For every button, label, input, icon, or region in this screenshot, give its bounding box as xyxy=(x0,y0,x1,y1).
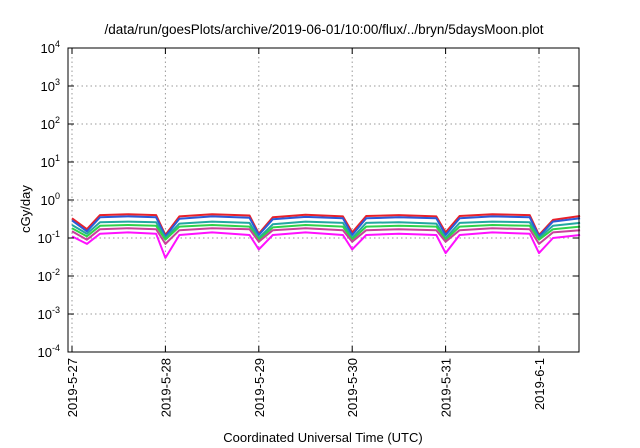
x-axis-ticks: 2019-5-27 2019-5-28 2019-5-29 2019-5-30 2019… xyxy=(65,48,547,417)
y-tick-label-exponent: 0 xyxy=(55,191,60,201)
x-tick-label: 2019-5-31 xyxy=(439,358,454,417)
series-group xyxy=(71,213,581,259)
y-tick-label-base: 10 xyxy=(41,41,55,56)
y-tick-label-exponent: 2 xyxy=(55,115,60,125)
y-tick-label-base: 10 xyxy=(38,269,52,284)
y-axis-label: cGy/day xyxy=(18,185,33,233)
x-axis-label: Coordinated Universal Time (UTC) xyxy=(223,430,422,445)
y-tick-label-base: 10 xyxy=(41,117,55,132)
y-tick-label-exponent: -4 xyxy=(52,343,60,353)
series-line-6 xyxy=(71,231,581,259)
grid xyxy=(68,48,579,352)
y-tick-label: 10-3 xyxy=(38,305,60,322)
y-tick-label-base: 10 xyxy=(38,307,52,322)
y-tick-label-exponent: -2 xyxy=(52,267,60,277)
y-tick-label-exponent: -3 xyxy=(52,305,60,315)
series-line-5 xyxy=(71,227,581,245)
y-tick-label: 10-1 xyxy=(38,229,60,246)
y-tick-label: 101 xyxy=(41,153,60,170)
y-tick-label-base: 10 xyxy=(38,231,52,246)
y-tick-label: 10-2 xyxy=(38,267,60,284)
series-line-1 xyxy=(71,213,581,236)
series-line-4 xyxy=(71,224,581,241)
series-line-3 xyxy=(71,220,581,239)
x-tick-label: 2019-5-30 xyxy=(345,358,360,417)
y-tick-label: 100 xyxy=(41,191,60,208)
y-tick-label-base: 10 xyxy=(41,155,55,170)
chart-title: /data/run/goesPlots/archive/2019-06-01/1… xyxy=(104,22,543,37)
y-tick-label: 10-4 xyxy=(38,343,60,360)
y-tick-label-base: 10 xyxy=(38,345,52,360)
y-tick-label: 104 xyxy=(41,39,60,56)
x-tick-label: 2019-5-27 xyxy=(65,358,80,417)
y-tick-label: 102 xyxy=(41,115,60,132)
x-tick-label: 2019-5-29 xyxy=(252,358,267,417)
y-tick-label-exponent: -1 xyxy=(52,229,60,239)
y-tick-label-exponent: 1 xyxy=(55,153,60,163)
x-tick-label: 2019-6-1 xyxy=(532,358,547,410)
y-tick-label: 103 xyxy=(41,77,60,94)
y-tick-label-exponent: 3 xyxy=(55,77,60,87)
series-line-2 xyxy=(71,215,581,238)
y-tick-label-exponent: 4 xyxy=(55,39,60,49)
x-tick-label: 2019-5-28 xyxy=(158,358,173,417)
y-tick-label-base: 10 xyxy=(41,193,55,208)
y-tick-label-base: 10 xyxy=(41,79,55,94)
